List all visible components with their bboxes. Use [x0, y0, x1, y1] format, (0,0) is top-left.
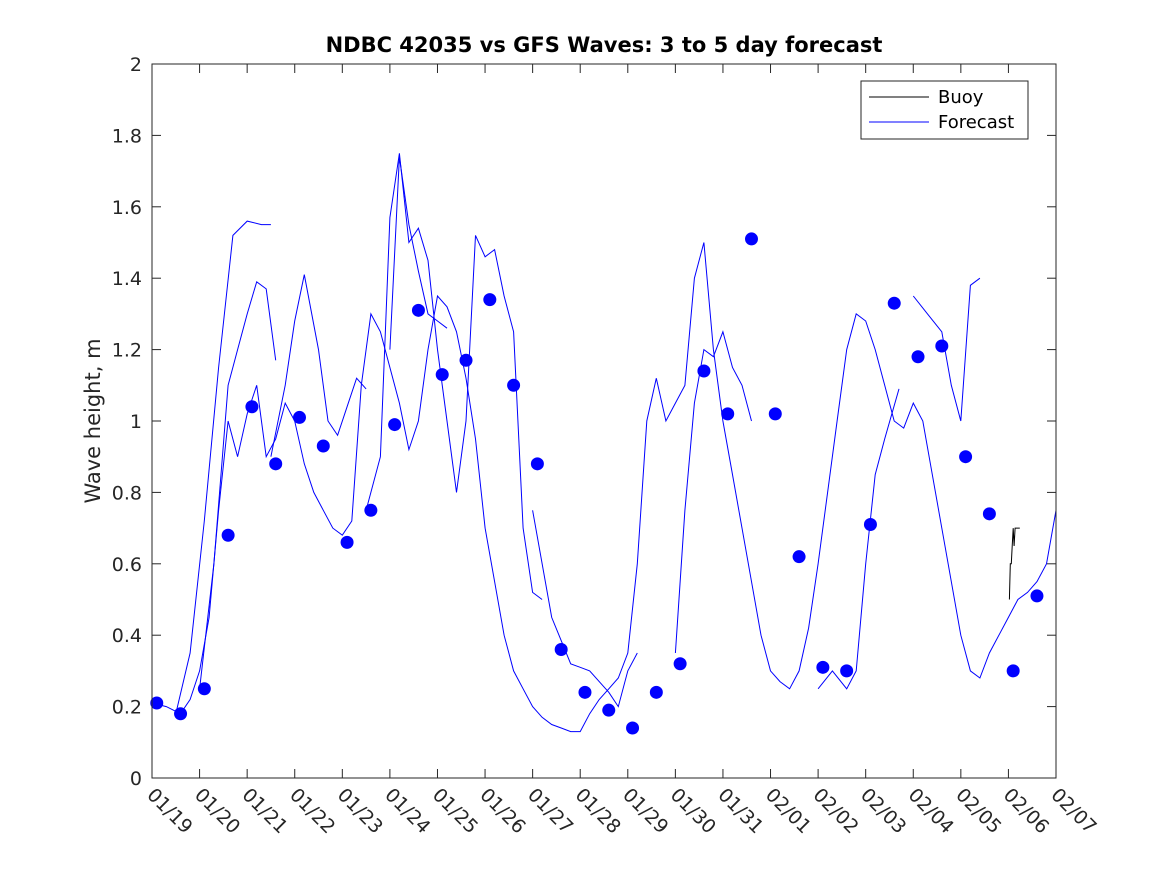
x-tick-label: 01/25 — [428, 784, 482, 838]
forecast-marker — [459, 353, 473, 367]
forecast-marker — [150, 696, 164, 710]
y-tick-label: 1 — [130, 411, 142, 433]
y-tick-label: 0.2 — [112, 697, 142, 719]
legend: Buoy Forecast — [860, 80, 1029, 140]
forecast-marker — [649, 685, 663, 699]
forecast-marker — [602, 703, 616, 717]
forecast-marker — [673, 657, 687, 671]
forecast-marker — [626, 721, 640, 735]
forecast-marker — [221, 528, 235, 542]
y-tick-label: 0.6 — [112, 554, 142, 576]
forecast-marker — [935, 339, 949, 353]
forecast-marker — [578, 685, 592, 699]
marker-layer — [150, 232, 1044, 735]
forecast-marker — [744, 232, 758, 246]
forecast-marker — [1030, 589, 1044, 603]
forecast-marker — [316, 439, 330, 453]
y-tick-label: 2 — [130, 54, 142, 76]
x-tick-label: 02/05 — [951, 784, 1005, 838]
y-tick-label: 1.4 — [112, 268, 142, 290]
y-tick-label: 1.8 — [112, 125, 142, 147]
forecast-marker — [340, 535, 354, 549]
y-tick-label: 1.2 — [112, 340, 142, 362]
forecast-series-line — [532, 510, 638, 708]
y-tick-label: 0 — [130, 768, 142, 790]
x-tick-label: 01/19 — [142, 784, 196, 838]
x-tick-label: 01/21 — [238, 784, 292, 838]
x-tick-label: 02/06 — [999, 784, 1053, 838]
forecast-marker — [959, 450, 973, 464]
forecast-series-line — [270, 274, 367, 457]
forecast-marker — [292, 410, 306, 424]
forecast-marker — [1006, 664, 1020, 678]
x-tick-label: 01/28 — [571, 784, 625, 838]
y-axis-label: Wave height, m — [81, 338, 105, 503]
forecast-marker — [911, 350, 925, 364]
x-tick-label: 01/27 — [523, 784, 577, 838]
forecast-marker — [197, 682, 211, 696]
forecast-marker — [364, 503, 378, 517]
y-tick-label: 1.6 — [112, 197, 142, 219]
forecast-marker — [530, 457, 544, 471]
y-tick-label: 0.8 — [112, 482, 142, 504]
legend-box — [860, 80, 1029, 140]
x-tick-label: 02/04 — [904, 784, 958, 838]
x-tick-label: 02/07 — [1046, 784, 1100, 838]
buoy-series-line — [1008, 527, 1020, 600]
forecast-series-line — [175, 220, 271, 714]
forecast-marker — [768, 407, 782, 421]
forecast-marker — [174, 707, 188, 721]
forecast-marker — [411, 303, 425, 317]
x-tick-label: 02/02 — [809, 784, 863, 838]
legend-forecast-label: Forecast — [938, 112, 1014, 133]
forecast-marker — [887, 296, 901, 310]
x-tick-label: 02/01 — [761, 784, 815, 838]
x-tick-label: 01/29 — [618, 784, 672, 838]
forecast-marker — [721, 407, 735, 421]
forecast-marker — [816, 660, 830, 674]
x-tick-label: 01/26 — [476, 784, 530, 838]
x-tick-label: 01/22 — [285, 784, 339, 838]
plot-frame — [151, 63, 1057, 779]
plot-area — [152, 64, 1056, 778]
forecast-marker — [697, 364, 711, 378]
x-tick-label: 02/03 — [856, 784, 910, 838]
forecast-series-line — [389, 156, 448, 350]
x-tick-labels: 01/1901/2001/2101/2201/2301/2401/2501/26… — [142, 784, 1100, 838]
forecast-marker — [982, 507, 996, 521]
forecast-marker — [840, 664, 854, 678]
x-tick-label: 01/23 — [333, 784, 387, 838]
forecast-series-line — [365, 153, 543, 600]
forecast-marker — [554, 642, 568, 656]
x-tick-label: 01/24 — [380, 784, 434, 838]
forecast-marker — [388, 418, 402, 432]
forecast-marker — [245, 400, 259, 414]
chart-title: NDBC 42035 vs GFS Waves: 3 to 5 day fore… — [326, 33, 883, 57]
forecast-marker — [507, 378, 521, 392]
x-tick-label: 01/20 — [190, 784, 244, 838]
series-layer — [151, 153, 1057, 733]
forecast-marker — [483, 293, 497, 307]
forecast-marker — [435, 368, 449, 382]
forecast-marker — [792, 550, 806, 564]
forecast-series-line — [912, 277, 981, 422]
x-tick-label: 01/30 — [666, 784, 720, 838]
x-tick-label: 01/31 — [713, 784, 767, 838]
forecast-series-line — [674, 330, 752, 654]
forecast-marker — [863, 518, 877, 532]
y-tick-label: 0.4 — [112, 625, 142, 647]
y-tick-labels: 0 0.2 0.4 0.6 0.8 1 1.2 1.4 1.6 1.8 2 — [112, 54, 142, 790]
forecast-series-line — [151, 242, 1057, 733]
legend-buoy-label: Buoy — [938, 87, 984, 108]
forecast-series-line — [817, 388, 900, 690]
forecast-marker — [269, 457, 283, 471]
forecast-series-line — [199, 280, 277, 689]
